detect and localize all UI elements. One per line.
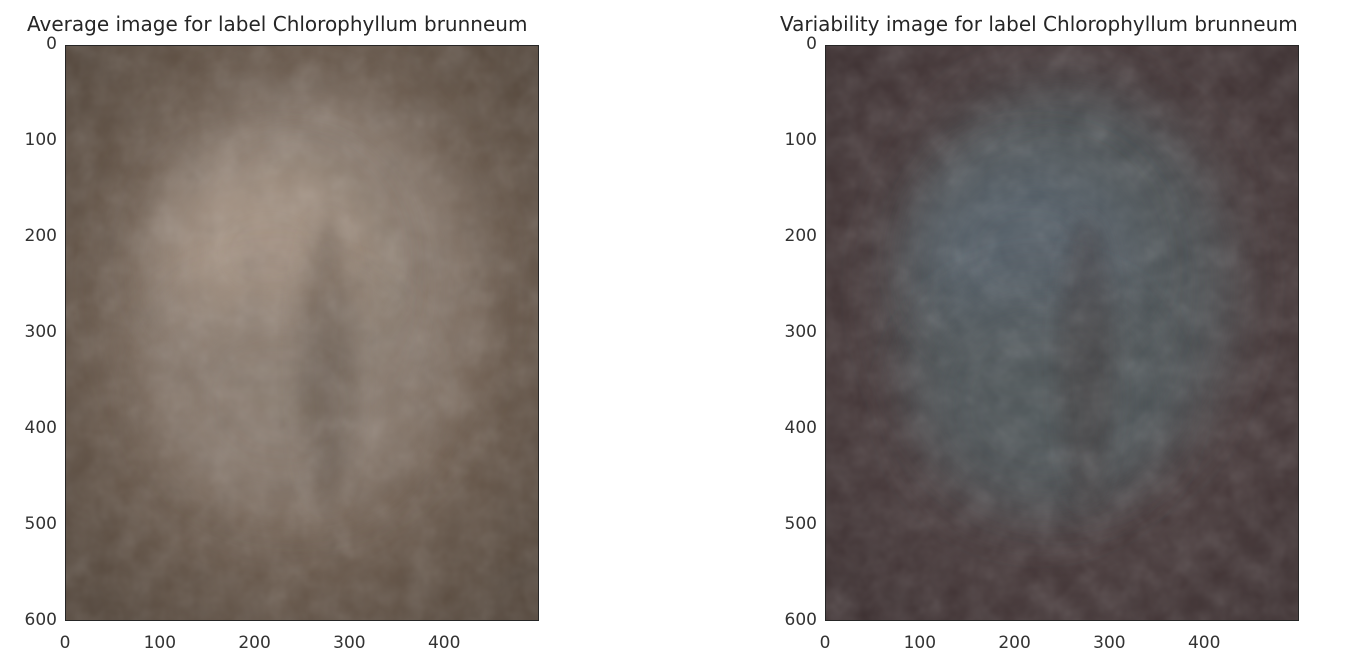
x-tick-label: 100 <box>135 633 185 653</box>
x-tick-label: 200 <box>230 633 280 653</box>
y-tick-label: 500 <box>7 514 57 534</box>
y-tick-label: 600 <box>767 610 817 630</box>
y-tick-label: 100 <box>7 130 57 150</box>
y-tick-label: 100 <box>767 130 817 150</box>
y-tick-label: 300 <box>7 322 57 342</box>
x-tick-label: 0 <box>800 633 850 653</box>
y-tick-label: 300 <box>767 322 817 342</box>
variability-image-panel: Variability image for label Chlorophyllu… <box>680 0 1359 671</box>
y-tick-label: 400 <box>7 418 57 438</box>
average-image <box>65 45 539 621</box>
y-tick-label: 600 <box>7 610 57 630</box>
x-tick-label: 400 <box>1179 633 1229 653</box>
y-tick-label: 0 <box>7 34 57 54</box>
y-tick-label: 200 <box>7 226 57 246</box>
image-texture <box>66 46 539 621</box>
x-tick-label: 400 <box>419 633 469 653</box>
y-tick-label: 400 <box>767 418 817 438</box>
x-tick-label: 300 <box>324 633 374 653</box>
image-texture <box>826 46 1299 621</box>
x-tick-label: 0 <box>40 633 90 653</box>
x-tick-label: 200 <box>990 633 1040 653</box>
variability-image-title: Variability image for label Chlorophyllu… <box>780 12 1298 36</box>
x-tick-label: 100 <box>895 633 945 653</box>
average-image-panel: Average image for label Chlorophyllum br… <box>0 0 680 671</box>
variability-image-heatmap <box>826 46 1299 621</box>
average-image-title: Average image for label Chlorophyllum br… <box>27 12 527 36</box>
y-tick-label: 200 <box>767 226 817 246</box>
variability-image <box>825 45 1299 621</box>
x-tick-label: 300 <box>1084 633 1134 653</box>
y-tick-label: 500 <box>767 514 817 534</box>
y-tick-label: 0 <box>767 34 817 54</box>
average-image-heatmap <box>66 46 539 621</box>
